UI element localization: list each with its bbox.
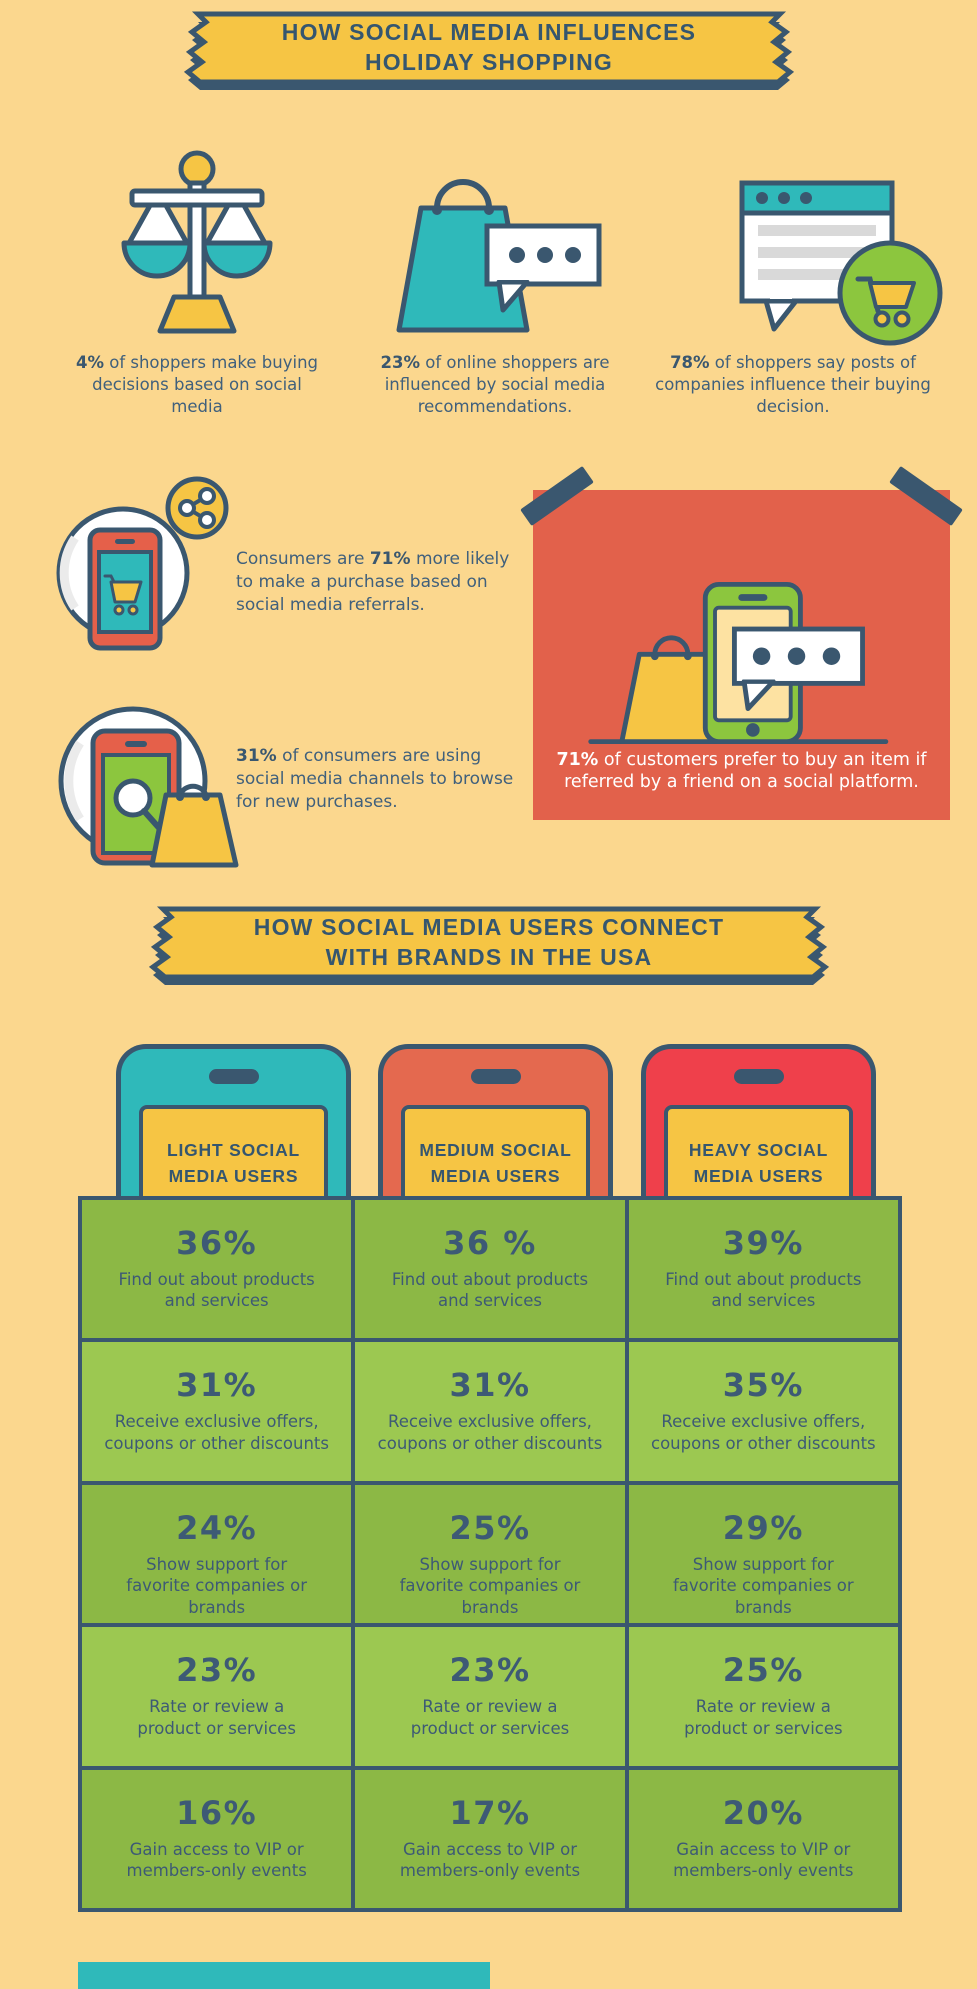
table-cell: 31% Receive exclusive offers, coupons or…	[82, 1342, 352, 1481]
balance-scale-icon	[121, 150, 273, 334]
cell-label: Rate or review a product or services	[410, 1697, 570, 1738]
brands-banner-plaque	[148, 906, 830, 985]
table-cell: 39% Find out about products and services	[628, 1200, 898, 1339]
table-cell: 36% Find out about products and services	[82, 1200, 352, 1339]
stat-friend-referral-suffix: of customers prefer to buy an item if re…	[564, 750, 927, 792]
table-cell: 31% Receive exclusive offers, coupons or…	[355, 1342, 625, 1481]
stat-buying-decisions-text: of shoppers make buying decisions based …	[92, 353, 319, 416]
cell-value: 16%	[176, 1793, 258, 1832]
title-line-1: HOW SOCIAL MEDIA INFLUENCES	[281, 18, 697, 45]
table-cell: 35% Receive exclusive offers, coupons or…	[628, 1342, 898, 1481]
stat-friend-referral: 71% of customers prefer to buy an item i…	[551, 750, 932, 794]
phone-medium-screen: MEDIUM SOCIAL MEDIA USERS	[401, 1105, 590, 1200]
webpage-cart-icon	[739, 180, 943, 346]
cell-label: Gain access to VIP or members-only event…	[126, 1839, 307, 1881]
stat-influenced-shoppers: 23% of online shoppers are influenced by…	[360, 352, 630, 417]
phone-light-users: LIGHT SOCIAL MEDIA USERS	[116, 1044, 351, 1200]
cell-value: 39%	[722, 1224, 804, 1262]
cell-value: 24%	[176, 1508, 258, 1547]
title-banner-text: HOW SOCIAL MEDIA INFLUENCES HOLIDAY SHOP…	[162, 8, 816, 86]
phone-light-screen: LIGHT SOCIAL MEDIA USERS	[139, 1105, 328, 1200]
bottom-accent-strip	[78, 1962, 490, 1989]
cell-label: Rate or review a product or services	[684, 1697, 843, 1738]
title-banner-plaque	[183, 11, 795, 90]
cell-value: 23%	[176, 1651, 258, 1690]
table-cell: 20% Gain access to VIP or members-only e…	[628, 1769, 898, 1908]
cell-label: Find out about products and services	[391, 1270, 589, 1311]
phone-search-bag-icon	[58, 706, 239, 868]
cell-value: 36 %	[443, 1224, 537, 1262]
table-cell: 24% Show support for favorite companies …	[82, 1484, 352, 1624]
cell-value: 31%	[449, 1366, 531, 1405]
cell-value: 36%	[176, 1224, 258, 1262]
cell-value: 17%	[449, 1793, 531, 1832]
tape-right-icon	[889, 466, 963, 526]
stat-company-posts-value: 78%	[670, 353, 710, 372]
stat-browsing-suffix: of consumers are using social media chan…	[236, 746, 514, 812]
cell-label: Receive exclusive offers, coupons or oth…	[651, 1412, 876, 1453]
stat-company-posts-text: of shoppers say posts of companies influ…	[655, 353, 931, 416]
cell-label: Rate or review a product or services	[137, 1697, 296, 1738]
phone-speaker-icon	[470, 1069, 521, 1084]
cell-label: Show support for favorite companies or b…	[672, 1554, 854, 1617]
table-cell: 29% Show support for favorite companies …	[628, 1484, 898, 1624]
phone-medium-users: MEDIUM SOCIAL MEDIA USERS	[378, 1044, 613, 1200]
cell-label: Gain access to VIP or members-only event…	[399, 1839, 581, 1881]
column-header-light: LIGHT SOCIAL MEDIA USERS	[166, 1140, 301, 1187]
shopping-bag-chat-icon	[396, 179, 602, 333]
table-cell: 25% Rate or review a product or services	[628, 1627, 898, 1766]
cell-label: Gain access to VIP or members-only event…	[673, 1839, 854, 1881]
stat-referrals: Consumers are 71% more likely to make a …	[236, 548, 526, 617]
cell-value: 23%	[449, 1651, 531, 1690]
brands-banner: HOW SOCIAL MEDIA USERS CONNECT WITH BRAN…	[127, 903, 851, 991]
stat-browsing: 31% of consumers are using social media …	[236, 745, 531, 814]
stat-referrals-prefix: Consumers are	[236, 549, 370, 569]
stat-buying-decisions-value: 4%	[75, 353, 104, 372]
brands-line-1: HOW SOCIAL MEDIA USERS CONNECT	[253, 913, 725, 940]
phone-heavy-users: HEAVY SOCIAL MEDIA USERS	[641, 1044, 876, 1200]
cell-value: 35%	[722, 1366, 804, 1405]
stat-influenced-shoppers-value: 23%	[380, 353, 420, 372]
table-cell: 16% Gain access to VIP or members-only e…	[82, 1769, 352, 1908]
stat-friend-referral-value: 71%	[556, 750, 599, 770]
phone-chat-bag-icon	[588, 581, 889, 745]
phone-speaker-icon	[733, 1069, 784, 1084]
cell-label: Receive exclusive offers, coupons or oth…	[377, 1412, 603, 1453]
title-banner: HOW SOCIAL MEDIA INFLUENCES HOLIDAY SHOP…	[162, 8, 816, 96]
cell-value: 29%	[722, 1508, 804, 1547]
cell-label: Find out about products and services	[118, 1270, 315, 1311]
cell-value: 20%	[722, 1793, 804, 1832]
phone-share-icon	[56, 476, 229, 651]
stat-browsing-value: 31%	[236, 746, 277, 766]
column-header-heavy: HEAVY SOCIAL MEDIA USERS	[688, 1140, 829, 1187]
comparison-table: 36% Find out about products and services…	[78, 1196, 902, 1912]
cell-value: 25%	[449, 1508, 531, 1547]
cell-label: Find out about products and services	[665, 1270, 862, 1311]
table-cell: 25% Show support for favorite companies …	[355, 1484, 625, 1624]
table-cell: 17% Gain access to VIP or members-only e…	[355, 1769, 625, 1908]
phone-speaker-icon	[208, 1069, 259, 1084]
phone-heavy-screen: HEAVY SOCIAL MEDIA USERS	[664, 1105, 853, 1200]
brands-banner-text: HOW SOCIAL MEDIA USERS CONNECT WITH BRAN…	[127, 903, 851, 981]
cell-label: Show support for favorite companies or b…	[126, 1554, 308, 1617]
stat-company-posts: 78% of shoppers say posts of companies i…	[653, 352, 933, 417]
cell-label: Receive exclusive offers, coupons or oth…	[104, 1412, 329, 1453]
stat-referrals-value: 71%	[369, 549, 411, 569]
cell-value: 25%	[722, 1651, 804, 1690]
tape-left-icon	[520, 466, 594, 526]
cell-value: 31%	[176, 1366, 258, 1405]
table-cell: 36 % Find out about products and service…	[355, 1200, 625, 1339]
stat-referrals-suffix: more likely to make a purchase based on …	[236, 549, 510, 615]
brands-line-2: WITH BRANDS IN THE USA	[325, 943, 653, 970]
stat-influenced-shoppers-text: of online shoppers are influenced by soc…	[384, 353, 610, 416]
title-line-2: HOLIDAY SHOPPING	[365, 48, 613, 75]
cell-label: Show support for favorite companies or b…	[399, 1554, 581, 1617]
highlight-box: 71% of customers prefer to buy an item i…	[520, 466, 963, 820]
column-header-medium: MEDIUM SOCIAL MEDIA USERS	[419, 1140, 572, 1187]
table-cell: 23% Rate or review a product or services	[355, 1627, 625, 1766]
table-cell: 23% Rate or review a product or services	[82, 1627, 352, 1766]
stat-buying-decisions: 4% of shoppers make buying decisions bas…	[67, 352, 327, 417]
